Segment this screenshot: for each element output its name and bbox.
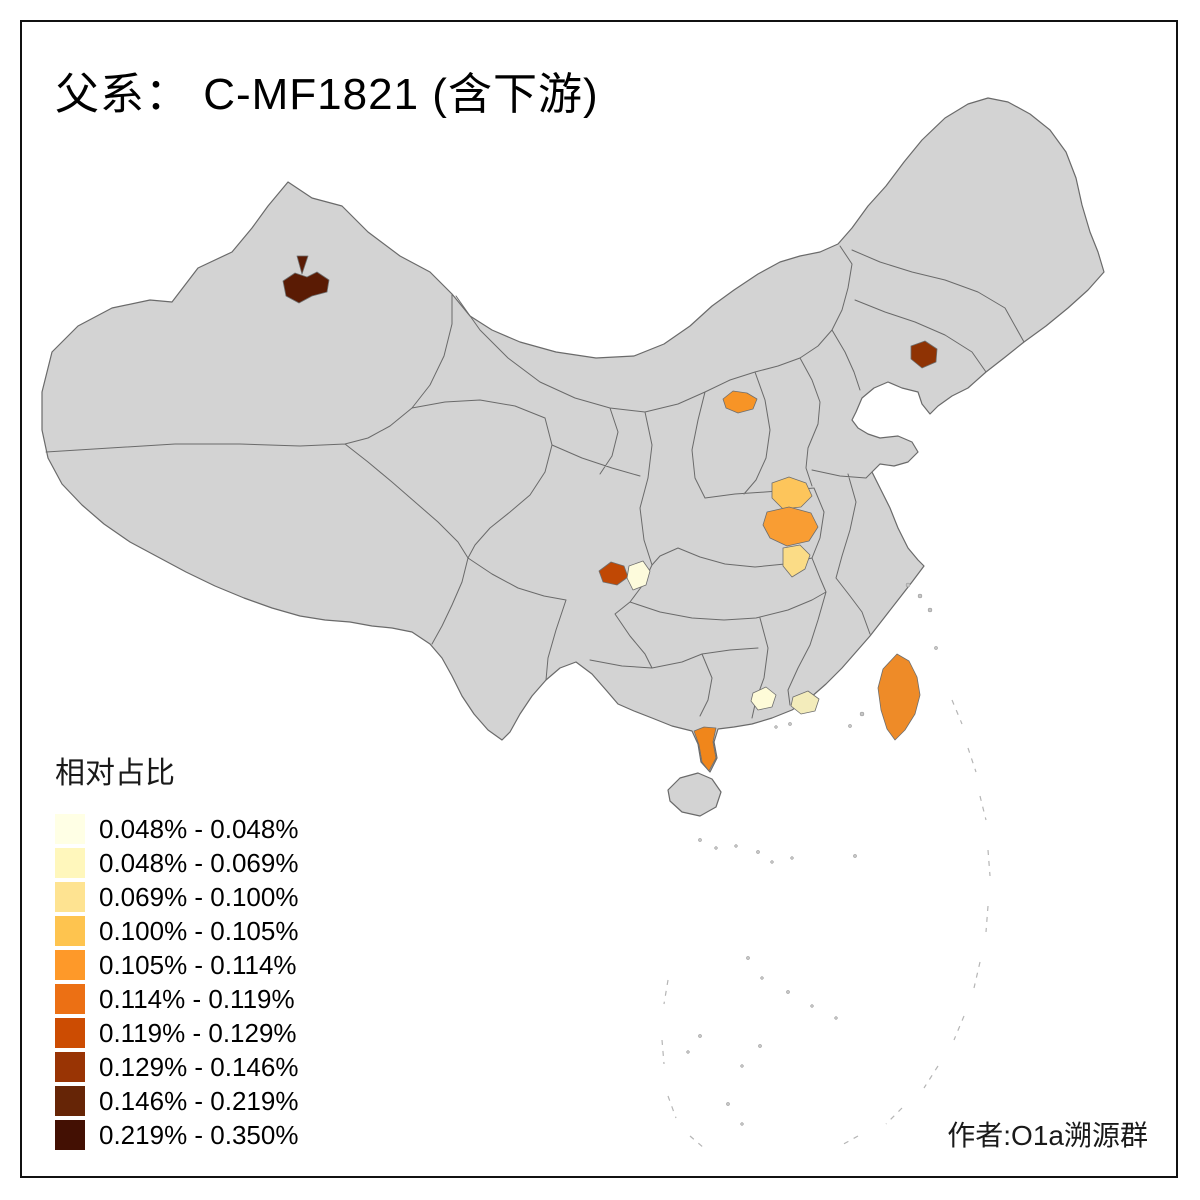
region-guangdong-east	[790, 690, 820, 715]
legend-swatch	[55, 916, 85, 946]
legend-label: 0.114% - 0.119%	[99, 983, 295, 1014]
legend-swatch	[55, 814, 85, 844]
map-title: 父系： C-MF1821 (含下游)	[55, 70, 599, 119]
legend-item: 0.105% - 0.114%	[55, 950, 298, 980]
region-taiwan	[877, 653, 921, 741]
legend: 相对占比 0.048% - 0.048% 0.048% - 0.069% 0.069…	[55, 748, 298, 1154]
sea-boundary-dashes	[661, 699, 991, 1149]
legend-item: 0.048% - 0.048%	[55, 814, 298, 844]
legend-label: 0.048% - 0.048%	[99, 813, 299, 844]
legend-item: 0.129% - 0.146%	[55, 1052, 298, 1082]
legend-label: 0.219% - 0.350%	[99, 1119, 299, 1150]
legend-label: 0.146% - 0.219%	[99, 1085, 299, 1116]
legend-swatch	[55, 950, 85, 980]
legend-swatch	[55, 848, 85, 878]
legend-label: 0.119% - 0.129%	[99, 1017, 297, 1048]
legend-item: 0.069% - 0.100%	[55, 882, 298, 912]
legend-items: 0.048% - 0.048% 0.048% - 0.069% 0.069% - 0…	[55, 814, 298, 1150]
region-henan-north	[771, 476, 813, 510]
attribution-text: 作者:O1a溯源群	[947, 1120, 1148, 1151]
minor-islands	[686, 582, 938, 1126]
legend-label: 0.129% - 0.146%	[99, 1051, 299, 1082]
legend-swatch	[55, 882, 85, 912]
legend-title: 相对占比	[55, 757, 175, 790]
province-borders	[45, 245, 1025, 719]
mainland-outline	[41, 97, 1105, 773]
region-xinjiang	[282, 255, 330, 304]
legend-label: 0.100% - 0.105%	[99, 915, 299, 946]
region-guangdong-west	[750, 686, 777, 711]
legend-item: 0.146% - 0.219%	[55, 1086, 298, 1116]
legend-item: 0.100% - 0.105%	[55, 916, 298, 946]
region-liaoning	[910, 340, 938, 369]
region-henan-south	[782, 544, 811, 578]
legend-label: 0.048% - 0.069%	[99, 847, 299, 878]
legend-swatch	[55, 1052, 85, 1082]
legend-item: 0.219% - 0.350%	[55, 1120, 298, 1150]
legend-item: 0.048% - 0.069%	[55, 848, 298, 878]
legend-swatch	[55, 984, 85, 1014]
legend-item: 0.114% - 0.119%	[55, 984, 298, 1014]
mainland-landmass	[41, 97, 1105, 817]
legend-swatch	[55, 1018, 85, 1048]
region-leizhou	[693, 726, 717, 772]
region-henan-central	[762, 506, 819, 547]
highlighted-regions	[282, 255, 938, 772]
region-chongqing	[626, 560, 651, 591]
legend-label: 0.105% - 0.114%	[99, 949, 297, 980]
region-shanxi	[722, 390, 758, 414]
legend-item: 0.119% - 0.129%	[55, 1018, 298, 1048]
legend-swatch	[55, 1086, 85, 1116]
hainan-island	[667, 772, 722, 817]
legend-swatch	[55, 1120, 85, 1150]
legend-label: 0.069% - 0.100%	[99, 881, 299, 912]
